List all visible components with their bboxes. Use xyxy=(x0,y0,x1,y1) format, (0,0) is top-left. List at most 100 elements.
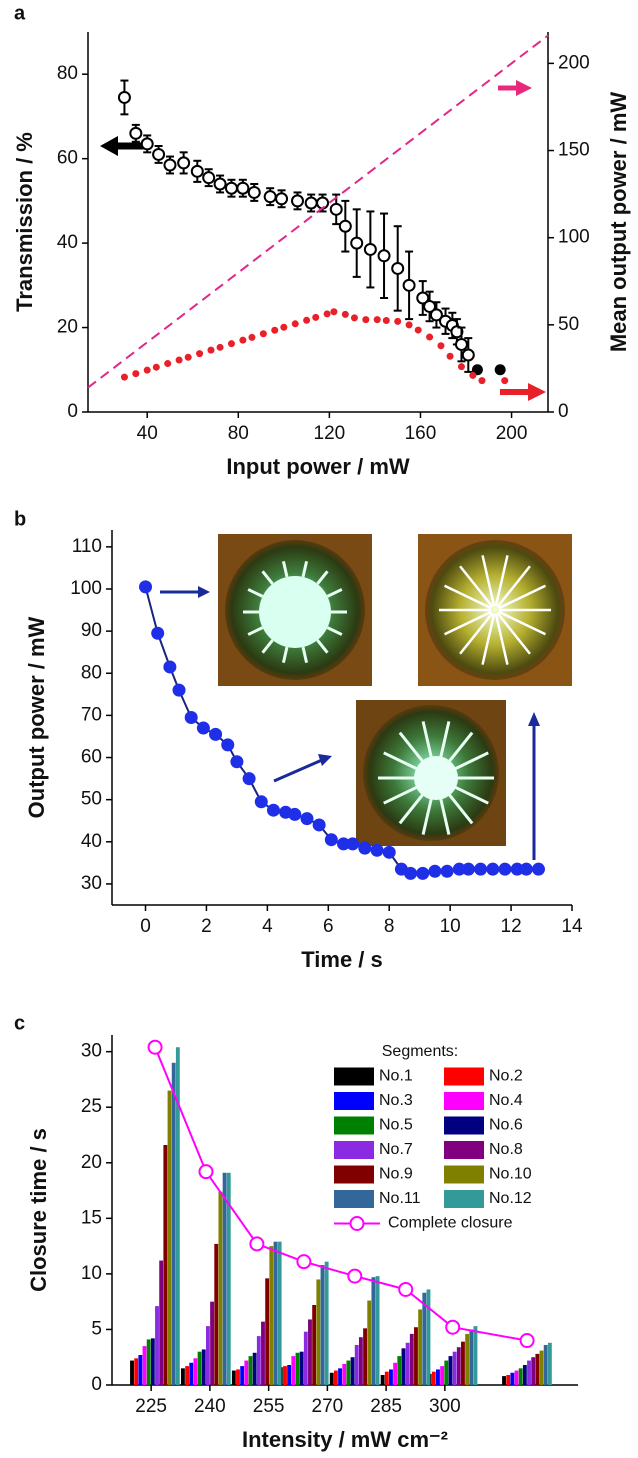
y-tick-label: 90 xyxy=(81,620,102,641)
point xyxy=(213,177,227,191)
point xyxy=(469,371,477,379)
bar xyxy=(465,1333,470,1385)
legend-swatch xyxy=(334,1141,374,1159)
y-tick-label: 50 xyxy=(81,789,102,810)
spike xyxy=(301,560,309,578)
legend-label: No.4 xyxy=(489,1092,523,1109)
bar xyxy=(134,1358,139,1385)
bar xyxy=(384,1371,389,1385)
reference-line xyxy=(87,34,549,389)
bar xyxy=(354,1345,359,1385)
bar xyxy=(350,1357,355,1385)
bar xyxy=(543,1345,548,1385)
bar xyxy=(130,1360,134,1385)
x-tick-label: 225 xyxy=(135,1396,167,1417)
point xyxy=(382,845,396,859)
point xyxy=(216,343,224,351)
bar xyxy=(312,1305,317,1385)
bar xyxy=(389,1369,393,1385)
spike xyxy=(481,555,496,607)
bar xyxy=(218,1191,223,1385)
bar xyxy=(401,1348,406,1385)
spike xyxy=(494,613,509,665)
legend-swatch xyxy=(334,1165,374,1184)
point xyxy=(362,316,370,324)
spike xyxy=(496,565,531,608)
bar xyxy=(193,1358,198,1385)
spike xyxy=(247,626,264,636)
point xyxy=(531,862,545,876)
point xyxy=(402,278,416,292)
x-tick-label: 80 xyxy=(228,423,249,444)
x-tick-label: 2 xyxy=(201,916,212,937)
point xyxy=(363,242,377,256)
x-tick-label: 14 xyxy=(561,916,583,937)
point xyxy=(291,194,305,208)
spike xyxy=(281,560,289,578)
bar xyxy=(201,1349,206,1385)
point xyxy=(271,326,279,334)
point xyxy=(117,90,131,104)
bar xyxy=(514,1370,519,1385)
bar xyxy=(444,1360,449,1385)
bar xyxy=(150,1338,155,1385)
x-axis-label: Intensity / mW cm⁻² xyxy=(242,1427,448,1452)
spike xyxy=(281,646,289,664)
arrows-a xyxy=(100,80,546,401)
bar xyxy=(324,1261,329,1385)
point xyxy=(196,350,204,358)
point xyxy=(288,807,302,821)
x-tick-label: 200 xyxy=(496,423,528,444)
bar xyxy=(159,1260,164,1385)
spike xyxy=(261,639,274,654)
point xyxy=(259,330,267,338)
point xyxy=(494,364,506,376)
bar xyxy=(261,1321,265,1385)
point xyxy=(457,363,465,371)
bar xyxy=(506,1375,511,1385)
point xyxy=(163,158,177,172)
bar xyxy=(502,1376,506,1385)
point xyxy=(498,862,512,876)
spike xyxy=(383,751,421,772)
bar xyxy=(273,1241,278,1385)
legend-label: No.3 xyxy=(379,1092,413,1109)
spike xyxy=(398,791,426,825)
point xyxy=(358,841,372,855)
panel-label: c xyxy=(14,1012,25,1034)
bar xyxy=(214,1243,219,1385)
bar xyxy=(409,1333,414,1385)
legend-swatch xyxy=(334,1092,374,1110)
point xyxy=(501,377,509,385)
point xyxy=(196,721,210,735)
point xyxy=(227,340,235,348)
point xyxy=(338,219,352,233)
spike xyxy=(451,751,489,772)
point xyxy=(152,147,166,161)
bar xyxy=(422,1292,427,1385)
point xyxy=(398,1281,414,1297)
bar xyxy=(180,1368,185,1385)
bar xyxy=(358,1337,363,1385)
point xyxy=(323,310,331,318)
bar xyxy=(205,1326,210,1385)
point xyxy=(416,291,430,305)
point xyxy=(164,360,172,368)
bar xyxy=(539,1350,544,1385)
y-tick-label: 40 xyxy=(81,831,102,852)
y2-tick-label: 100 xyxy=(558,227,590,248)
bar xyxy=(256,1336,261,1385)
point xyxy=(198,1164,214,1180)
point xyxy=(230,755,244,769)
point xyxy=(350,314,358,322)
bar xyxy=(287,1365,292,1385)
y2-axis-label: Mean output power / mW xyxy=(606,92,631,353)
x-tick-label: 12 xyxy=(501,916,522,937)
bar xyxy=(248,1356,253,1385)
legend-marker xyxy=(349,1216,365,1231)
x-tick-label: 285 xyxy=(370,1396,402,1417)
point xyxy=(437,342,445,350)
series-line xyxy=(154,1046,528,1342)
